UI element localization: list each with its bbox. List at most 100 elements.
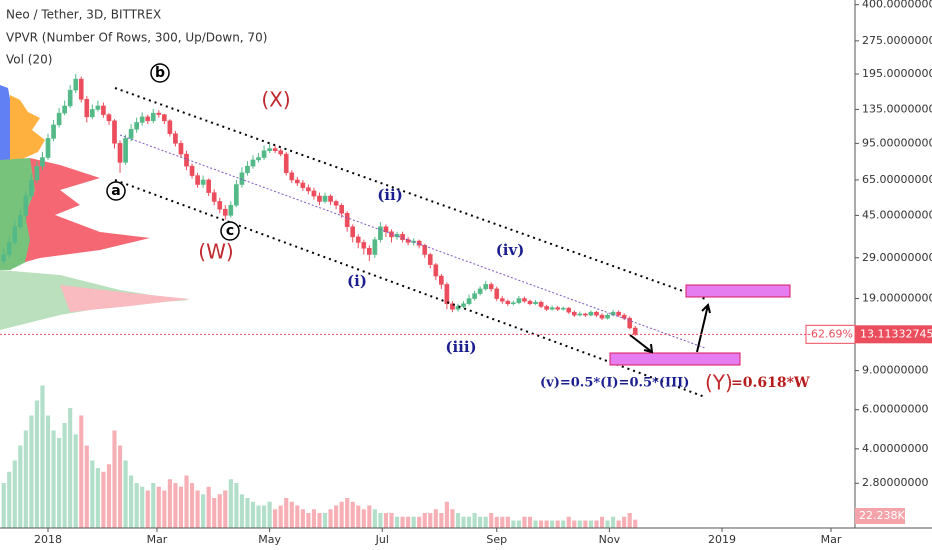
wave-label: (W) xyxy=(198,240,233,264)
volume-bar xyxy=(189,483,195,528)
volume-bar xyxy=(533,520,538,528)
volume-bar xyxy=(566,516,571,528)
y-tick-label: 29.00000000 xyxy=(862,251,932,264)
candle-body xyxy=(272,148,278,151)
volume-bar xyxy=(389,513,394,528)
candle-body xyxy=(616,311,621,316)
volume-bar xyxy=(422,513,427,528)
volume-bar xyxy=(95,468,100,528)
candle-body xyxy=(239,172,245,185)
volume-bar xyxy=(250,501,256,528)
x-tick-label: 2018 xyxy=(34,533,62,546)
volume-bar xyxy=(489,513,494,528)
candle-body xyxy=(560,307,566,310)
wave-label: (Y) xyxy=(705,371,733,395)
volume-bar xyxy=(361,509,366,528)
wave-circle xyxy=(106,181,126,201)
volume-bar xyxy=(317,513,322,528)
candle-body xyxy=(527,300,533,305)
volume-bar xyxy=(18,445,23,528)
candle-body xyxy=(217,201,223,210)
volume-bar xyxy=(101,471,106,528)
candle-body xyxy=(84,99,90,118)
candle-body xyxy=(261,150,267,158)
candle-body xyxy=(538,301,544,307)
volume-bar xyxy=(500,516,505,528)
candle-body xyxy=(162,114,167,122)
volume-bar xyxy=(367,505,372,528)
volume-bar xyxy=(383,513,389,528)
volume-bar xyxy=(273,509,278,528)
candle-body xyxy=(128,128,134,139)
arrow xyxy=(629,334,654,354)
candle-body xyxy=(505,300,511,305)
y-tick-label: 95.00000000 xyxy=(862,136,932,149)
volume-bar xyxy=(300,509,305,528)
volume-profile xyxy=(0,85,190,330)
candle-body xyxy=(361,242,367,249)
volume-bar xyxy=(145,490,150,528)
volume-bar xyxy=(217,494,222,528)
plot-area xyxy=(1,73,638,528)
volume-bar xyxy=(156,486,161,528)
candle-body xyxy=(594,311,599,316)
volume-bar xyxy=(433,509,438,528)
change-label: -62.69% xyxy=(807,327,853,340)
volume-bar xyxy=(378,513,383,528)
volume-bar xyxy=(84,445,89,528)
candle-body xyxy=(344,213,350,228)
candle-body xyxy=(40,157,45,167)
volume-bar xyxy=(428,513,433,528)
y-tick-label: 45.00000000 xyxy=(862,208,932,221)
y-tick-label: 4.00000000 xyxy=(862,442,928,455)
target-box xyxy=(685,284,791,298)
candle-body xyxy=(123,138,128,163)
candle-body xyxy=(311,190,317,197)
volume-bar xyxy=(594,520,599,528)
volume-bar xyxy=(223,490,228,528)
candle-body xyxy=(588,311,594,316)
candle-body xyxy=(472,293,477,299)
volume-bar xyxy=(583,520,588,528)
candle-body xyxy=(267,148,272,151)
price-bg xyxy=(855,325,932,344)
y-tick-label: 6.00000000 xyxy=(862,403,928,416)
volume-bar xyxy=(466,516,472,528)
candle-body xyxy=(544,306,549,310)
volume-bar xyxy=(239,494,244,528)
volume-bar xyxy=(627,513,632,528)
candle-body xyxy=(333,201,339,206)
volume-bar xyxy=(184,475,189,528)
volume-bar xyxy=(51,430,56,528)
candle-body xyxy=(339,204,344,214)
candle-body xyxy=(494,288,500,299)
x-tick-label: Nov xyxy=(599,533,621,546)
x-tick-label: Jul xyxy=(375,533,389,546)
y-tick-label: 19.00000000 xyxy=(862,292,932,305)
volume-bar xyxy=(140,486,145,528)
volume-bar xyxy=(234,483,239,528)
candle-body xyxy=(433,264,439,277)
arrow xyxy=(696,303,711,353)
candle-body xyxy=(461,303,466,307)
vpvr-down xyxy=(10,95,45,160)
candle-body xyxy=(101,105,106,115)
volume-bar xyxy=(79,415,84,528)
candle-body xyxy=(533,301,538,305)
volume-bar xyxy=(411,516,416,528)
volume-bar xyxy=(178,486,184,528)
volume-bar xyxy=(256,505,261,528)
candle-body xyxy=(173,133,178,144)
candle-body xyxy=(195,175,200,185)
volume-bar xyxy=(23,430,28,528)
candle-body xyxy=(627,317,633,329)
volume-bar xyxy=(228,479,233,528)
volume-bar xyxy=(544,520,549,528)
volume-bar xyxy=(289,501,294,528)
y-tick-label: 195.00000000 xyxy=(862,67,932,80)
wave-label: (iii) xyxy=(445,338,476,356)
candle-body xyxy=(1,254,7,262)
candle-body xyxy=(294,179,300,184)
candle-body xyxy=(422,245,428,255)
